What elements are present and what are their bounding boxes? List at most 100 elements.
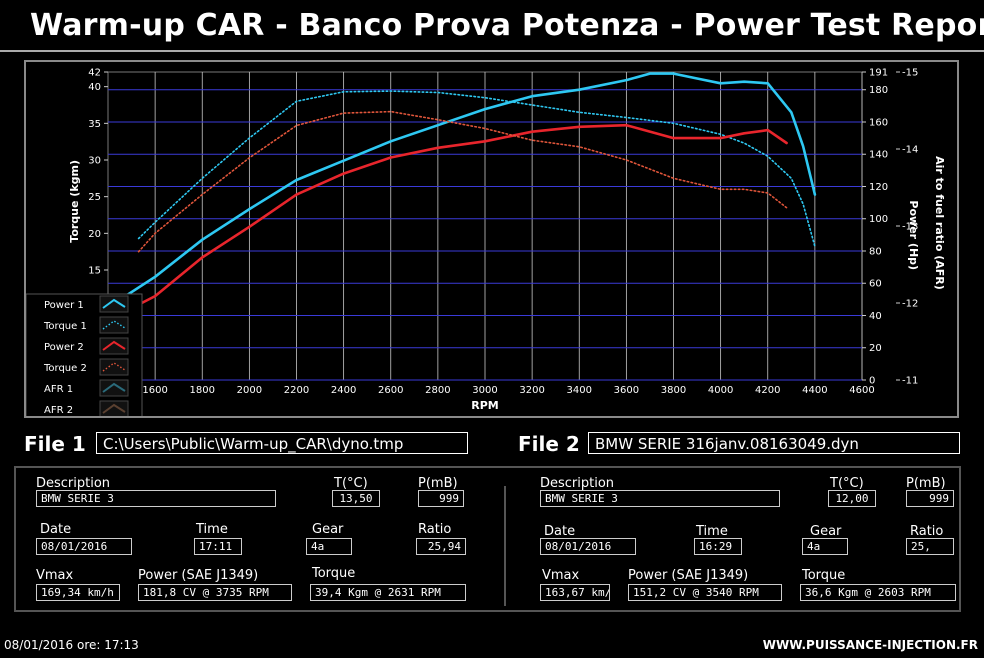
t2-date-field[interactable]: 08/01/2016	[540, 538, 636, 555]
t1-time-field[interactable]: 17:11	[194, 538, 242, 555]
legend-label: AFR 1	[44, 384, 73, 395]
torque-tick-label: 15	[88, 266, 101, 277]
t2-temp-label: T(°C)	[830, 476, 864, 491]
x-tick-label: 3600	[614, 385, 639, 396]
t2-gear-field[interactable]: 4a	[802, 538, 848, 555]
power-tick-label: 191	[869, 68, 888, 79]
dyno-chart: 1600 1800 2000 2200 2400 2600 2800 3000 3200 3400…	[25, 68, 946, 429]
t1-time-label: Time	[196, 522, 228, 537]
t2-vmax-field[interactable]: 163,67 km/	[540, 584, 610, 601]
file1-path-field[interactable]: C:\Users\Public\Warm-up_CAR\dyno.tmp	[96, 432, 468, 454]
legend-swatch-box	[99, 316, 129, 334]
legend-swatch	[102, 320, 126, 330]
power-tick-label: 100	[869, 214, 888, 225]
afr-tick-label: -15	[902, 68, 918, 79]
file2-path-field[interactable]: BMW SERIE 316janv.08163049.dyn	[588, 432, 960, 454]
torque-tick-label: 30	[88, 156, 101, 167]
t2-time-field[interactable]: 16:29	[694, 538, 742, 555]
x-tick-label: 4400	[802, 385, 827, 396]
x-tick-label: 3000	[472, 385, 497, 396]
x-tick-label: 2600	[378, 385, 403, 396]
t2-ratio-field[interactable]: 25,	[906, 538, 954, 555]
t1-vmax-field[interactable]: 169,34 km/h	[36, 584, 120, 601]
t1-power-field[interactable]: 181,8 CV @ 3735 RPM	[138, 584, 292, 601]
t1-ratio-label: Ratio	[418, 522, 452, 537]
t2-power-field[interactable]: 151,2 CV @ 3540 RPM	[628, 584, 782, 601]
x-tick-label: 3200	[519, 385, 544, 396]
t1-pressure-field[interactable]: 999	[418, 490, 464, 507]
t2-torque-field[interactable]: 36,6 Kgm @ 2603 RPM	[800, 584, 956, 601]
power-tick-label: 80	[869, 246, 882, 257]
legend-label: AFR 2	[44, 405, 73, 416]
x-tick-label: 4000	[708, 385, 733, 396]
x-tick-label: 2000	[237, 385, 262, 396]
t1-gear-field[interactable]: 4a	[306, 538, 352, 555]
legend-swatch-box	[99, 379, 129, 397]
legend-swatch	[102, 382, 126, 393]
power-tick-label: 40	[869, 311, 882, 322]
power-tick-label: 160	[869, 117, 888, 128]
legend-swatch	[102, 362, 126, 372]
series-torque-2	[137, 110, 788, 253]
series-torque-1	[137, 90, 816, 248]
t2-pressure-label: P(mB)	[906, 476, 946, 491]
file1-label: File 1	[24, 432, 86, 456]
t2-description-label: Description	[540, 476, 615, 491]
legend-label: Torque 1	[43, 321, 87, 332]
legend-label: Torque 2	[43, 363, 87, 374]
t1-torque-field[interactable]: 39,4 Kgm @ 2631 RPM	[310, 584, 466, 601]
t1-temp-label: T(°C)	[334, 476, 368, 491]
t2-pressure-field[interactable]: 999	[906, 490, 954, 507]
series-power-2	[108, 123, 788, 322]
x-tick-label: 2200	[284, 385, 309, 396]
afr-tick-label: -14	[902, 145, 918, 156]
t2-description-field[interactable]: BMW SERIE 3	[540, 490, 780, 507]
x-tick-label: 2800	[425, 385, 450, 396]
t2-time-label: Time	[696, 524, 728, 539]
legend-swatch	[102, 298, 126, 309]
t2-temp-field[interactable]: 12,00	[828, 490, 876, 507]
t2-ratio-label: Ratio	[910, 524, 944, 539]
footer-datetime: 08/01/2016 ore: 17:13	[4, 638, 139, 652]
title-divider	[0, 50, 984, 52]
x-axis-label: RPM	[471, 399, 498, 412]
t1-ratio-field[interactable]: 25,94	[416, 538, 466, 555]
x-tick-label: 1600	[142, 385, 167, 396]
t1-date-field[interactable]: 08/01/2016	[36, 538, 132, 555]
x-tick-label: 2400	[331, 385, 356, 396]
power-tick-label: 140	[869, 150, 888, 161]
x-tick-label: 3400	[567, 385, 592, 396]
x-tick-label: 4200	[755, 385, 780, 396]
t2-power-label: Power (SAE J1349)	[628, 568, 749, 583]
t1-torque-label: Torque	[312, 566, 356, 581]
t2-date-label: Date	[544, 524, 576, 539]
t2-gear-label: Gear	[810, 524, 842, 539]
t1-vmax-label: Vmax	[36, 568, 74, 583]
t1-date-label: Date	[40, 522, 72, 537]
t1-description-label: Description	[36, 476, 111, 491]
x-tick-label: 3800	[661, 385, 686, 396]
t1-pressure-label: P(mB)	[418, 476, 458, 491]
torque-tick-label: 42	[88, 68, 101, 79]
legend-swatch-box	[99, 337, 129, 355]
torque-tick-label: 25	[88, 192, 101, 203]
t1-temp-field[interactable]: 13,50	[332, 490, 380, 507]
t1-gear-label: Gear	[312, 522, 344, 537]
t2-torque-label: Torque	[802, 568, 846, 583]
power-tick-label: 0	[869, 376, 875, 387]
file2-label: File 2	[518, 432, 580, 456]
legend-swatch-box	[99, 358, 129, 376]
series-power-1	[108, 72, 817, 309]
x-tick-label: 4600	[849, 385, 874, 396]
torque-axis-title: Torque (kgm)	[68, 160, 81, 243]
footer-website[interactable]: WWW.PUISSANCE-INJECTION.FR	[762, 638, 978, 652]
torque-tick-label: 40	[88, 82, 101, 93]
t1-description-field[interactable]: BMW SERIE 3	[36, 490, 276, 507]
afr-axis-title: Air to fuel ratio (AFR)	[933, 156, 946, 290]
report-title: Warm-up CAR - Banco Prova Potenza - Powe…	[30, 8, 984, 43]
legend-swatch	[102, 403, 126, 414]
legend-label: Power 1	[44, 300, 84, 311]
power-tick-label: 120	[869, 182, 888, 193]
test-details-panel	[14, 466, 961, 612]
legend-swatch	[102, 340, 126, 351]
